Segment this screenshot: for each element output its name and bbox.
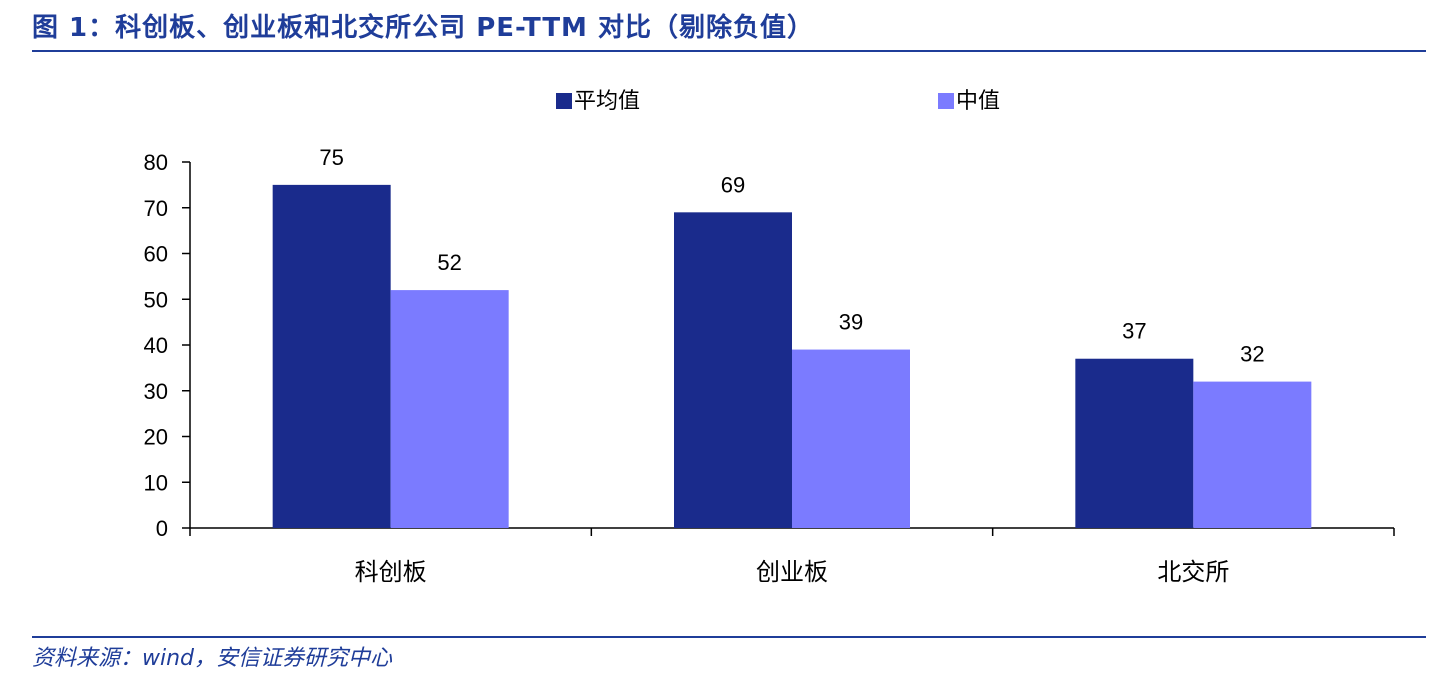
y-tick-label: 0 (156, 516, 168, 541)
bar-chart: 0 10 20 30 40 50 60 70 80 75 52 科创板 69 39 创业板 37 32 北交所 平均… (144, 89, 1395, 586)
source-note: 资料来源：wind，安信证券研究中心 (32, 646, 393, 671)
bar-mean (674, 212, 792, 528)
x-tick-label: 北交所 (1157, 558, 1229, 586)
bar-median (1193, 381, 1312, 528)
y-tick-label: 30 (144, 379, 168, 404)
y-tick-label: 60 (144, 242, 168, 267)
data-label: 39 (839, 310, 863, 335)
data-label: 69 (721, 172, 745, 197)
y-tick-label: 10 (144, 470, 168, 495)
data-label: 37 (1122, 319, 1146, 344)
y-tick-label: 20 (144, 425, 168, 450)
page-title: 图 1：科创板、创业板和北交所公司 PE-TTM 对比（剔除负值） (32, 13, 814, 43)
y-tick-label: 80 (144, 150, 168, 175)
data-label: 52 (437, 250, 461, 275)
y-tick-label: 40 (144, 333, 168, 358)
x-tick-label: 创业板 (756, 558, 828, 586)
x-tick-label: 科创板 (355, 558, 427, 586)
footer-divider (32, 636, 1426, 638)
y-tick-label: 70 (144, 196, 168, 221)
legend-swatch (556, 93, 572, 109)
y-tick-label: 50 (144, 287, 168, 312)
bar-median (390, 290, 509, 528)
data-label: 75 (319, 145, 343, 170)
bar-mean (272, 184, 391, 528)
bar-median (792, 349, 910, 528)
legend-label: 平均值 (574, 89, 640, 114)
legend-label: 中值 (956, 89, 1000, 114)
bar-mean (1075, 358, 1194, 528)
legend-swatch (938, 93, 954, 109)
title-divider (32, 50, 1426, 52)
data-label: 32 (1240, 342, 1264, 367)
